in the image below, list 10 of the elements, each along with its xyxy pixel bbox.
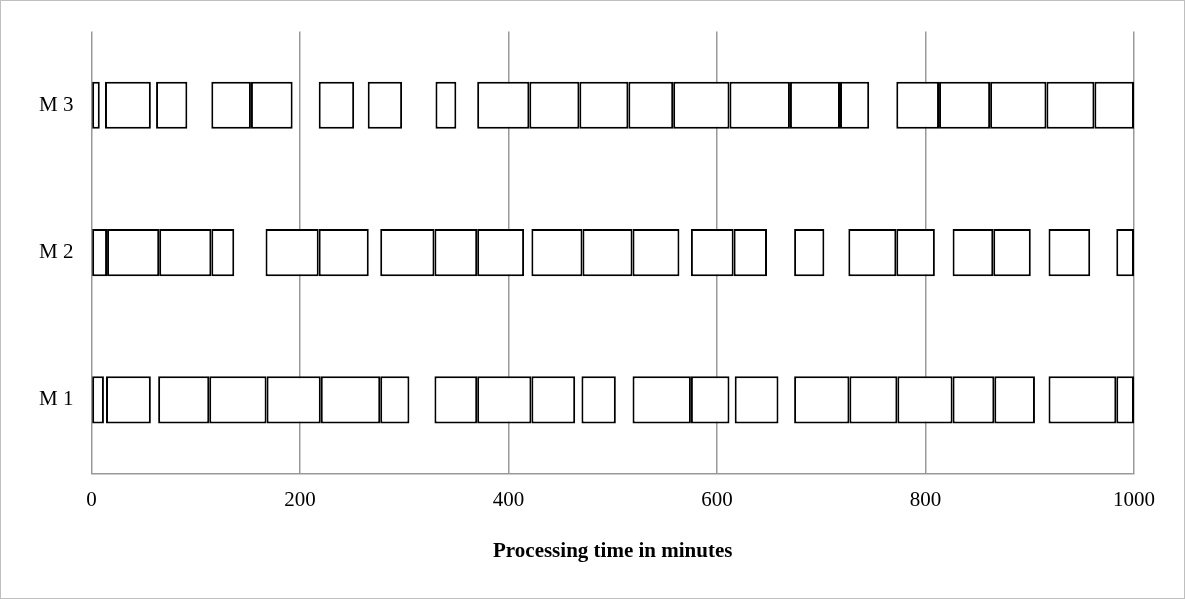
x-tick-label: 1000 — [1113, 486, 1155, 511]
x-axis-title: Processing time in minutes — [493, 537, 733, 562]
x-tick-label: 400 — [492, 486, 525, 511]
x-tick-label: 0 — [86, 486, 97, 511]
y-tick-label: M 1 — [38, 386, 74, 411]
x-tick-label: 600 — [701, 486, 733, 511]
y-tick-label: M 2 — [38, 239, 74, 264]
x-tick-label: 200 — [284, 486, 316, 511]
y-tick-label: M 3 — [38, 91, 74, 116]
x-tick-label: 800 — [909, 486, 942, 511]
